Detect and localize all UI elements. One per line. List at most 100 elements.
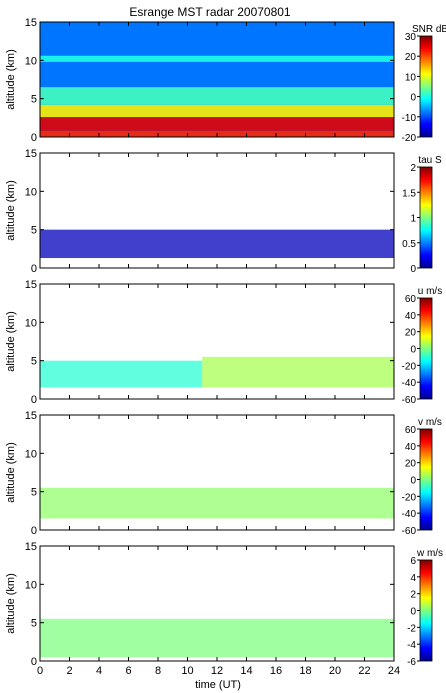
colorbar-label: tau S bbox=[418, 155, 442, 166]
colorbar-tick-label: 0 bbox=[410, 345, 416, 356]
heatmap-layer-1 bbox=[40, 618, 394, 658]
panel-2: 0 5 10 15 altitude (km) tau S 0 0.5 1 1.5 2 bbox=[5, 148, 442, 275]
colorbar-tick-label: 30 bbox=[405, 32, 417, 43]
x-tick-label: 2 bbox=[66, 665, 72, 677]
heatmap-layer-5 bbox=[40, 55, 394, 62]
colorbar bbox=[419, 166, 433, 269]
colorbar-tick-label: 40 bbox=[405, 311, 417, 322]
colorbar-tick-label: 20 bbox=[405, 328, 417, 339]
colorbar-tick-label: -20 bbox=[402, 492, 417, 503]
colorbar-tick-label: -4 bbox=[407, 640, 416, 651]
colorbar-tick-label: 10 bbox=[405, 72, 417, 83]
colorbar-tick-label: 4 bbox=[410, 573, 416, 584]
colorbar-tick-label: 0 bbox=[410, 264, 416, 275]
panel-1-data bbox=[40, 22, 394, 137]
x-tick-label: 10 bbox=[181, 665, 193, 677]
y-tick-label: 15 bbox=[25, 17, 37, 29]
heatmap-layer-2 bbox=[202, 356, 394, 388]
x-tick-label: 20 bbox=[329, 665, 341, 677]
y-tick-label: 15 bbox=[25, 279, 37, 291]
colorbar-tick-label: 2 bbox=[410, 163, 416, 174]
colorbar-tick-label: -40 bbox=[402, 378, 417, 389]
y-tick-label: 0 bbox=[31, 394, 37, 406]
y-tick-label: 15 bbox=[25, 410, 37, 422]
y-axis-label: altitude (km) bbox=[5, 311, 17, 372]
colorbar-tick-label: -20 bbox=[402, 133, 417, 144]
colorbar-tick-label: 1 bbox=[410, 214, 416, 225]
y-tick-label: 15 bbox=[25, 148, 37, 160]
colorbar-label: w m/s bbox=[416, 548, 443, 559]
y-tick-label: 10 bbox=[25, 55, 37, 67]
colorbar-tick-label: -40 bbox=[402, 509, 417, 520]
colorbar-tick-label: -2 bbox=[407, 623, 416, 634]
x-tick-label: 24 bbox=[388, 665, 400, 677]
x-tick-label: 22 bbox=[358, 665, 370, 677]
y-tick-label: 10 bbox=[25, 186, 37, 198]
x-tick-label: 18 bbox=[299, 665, 311, 677]
heatmap-layer-4 bbox=[40, 87, 394, 105]
colorbar-tick-label: -6 bbox=[407, 657, 416, 668]
colorbar bbox=[419, 35, 433, 138]
colorbar-tick-label: 60 bbox=[405, 425, 417, 436]
colorbar bbox=[419, 428, 433, 531]
panel-3-data bbox=[40, 356, 394, 388]
y-tick-label: 0 bbox=[31, 263, 37, 275]
colorbar-tick-label: 20 bbox=[405, 459, 417, 470]
x-tick-label: 4 bbox=[96, 665, 102, 677]
heatmap-layer-1 bbox=[40, 487, 394, 519]
colorbar-tick-label: 0 bbox=[410, 476, 416, 487]
y-tick-label: 5 bbox=[31, 94, 37, 106]
x-tick-label: 14 bbox=[240, 665, 252, 677]
colorbar-tick-label: -60 bbox=[402, 395, 417, 406]
y-tick-label: 0 bbox=[31, 132, 37, 144]
y-axis-label: altitude (km) bbox=[5, 180, 17, 241]
y-tick-label: 0 bbox=[31, 525, 37, 537]
colorbar bbox=[419, 559, 433, 662]
heatmap-layer-3 bbox=[40, 104, 394, 118]
colorbar-tick-label: -60 bbox=[402, 526, 417, 537]
colorbar-tick-label: 0.5 bbox=[402, 239, 416, 250]
panel-1: 0 5 10 15 altitude (km) SNR dB -20 -10 0 10 20 30 bbox=[5, 17, 446, 144]
colorbar-tick-label: -20 bbox=[402, 361, 417, 372]
y-tick-label: 10 bbox=[25, 448, 37, 460]
colorbar-tick-label: 0 bbox=[410, 93, 416, 104]
colorbar-tick-label: 40 bbox=[405, 442, 417, 453]
y-tick-label: 5 bbox=[31, 356, 37, 368]
x-axis-label: time (UT) bbox=[195, 679, 241, 691]
y-axis-label: altitude (km) bbox=[5, 442, 17, 503]
x-tick-label: 8 bbox=[155, 665, 161, 677]
y-tick-label: 5 bbox=[31, 225, 37, 237]
y-tick-label: 5 bbox=[31, 487, 37, 499]
y-tick-label: 10 bbox=[25, 579, 37, 591]
colorbar-tick-label: 0 bbox=[410, 607, 416, 618]
colorbar-label: v m/s bbox=[418, 417, 442, 428]
heatmap-layer-2 bbox=[40, 117, 394, 131]
y-axis-label: altitude (km) bbox=[5, 49, 17, 110]
heatmap-layer-1 bbox=[40, 229, 394, 259]
x-tick-label: 6 bbox=[125, 665, 131, 677]
heatmap-layer-1 bbox=[40, 360, 203, 388]
panel-4-data bbox=[40, 487, 394, 519]
y-tick-label: 5 bbox=[31, 618, 37, 630]
x-tick-label: 16 bbox=[270, 665, 282, 677]
x-tick-label: 12 bbox=[211, 665, 223, 677]
y-tick-label: 15 bbox=[25, 541, 37, 553]
y-tick-label: 10 bbox=[25, 317, 37, 329]
panel-5-data bbox=[40, 618, 394, 658]
x-tick-label: 0 bbox=[37, 665, 43, 677]
panel-3: 0 5 10 15 altitude (km) u m/s -60 -40 -20 0 20 40 60 bbox=[5, 279, 442, 406]
panel-4: 0 5 10 15 altitude (km) v m/s -60 -40 -20 0 20 40 60 bbox=[5, 410, 442, 537]
y-axis-label: altitude (km) bbox=[5, 573, 17, 634]
colorbar-tick-label: -10 bbox=[402, 113, 417, 124]
colorbar-tick-label: 2 bbox=[410, 590, 416, 601]
colorbar-tick-label: 60 bbox=[405, 294, 417, 305]
colorbar bbox=[419, 297, 433, 400]
colorbar-label: SNR dB bbox=[412, 24, 446, 35]
colorbar-label: u m/s bbox=[418, 286, 442, 297]
colorbar-tick-label: 20 bbox=[405, 52, 417, 63]
figure-title: Esrange MST radar 20070801 bbox=[129, 5, 291, 19]
colorbar-tick-label: 1.5 bbox=[402, 188, 416, 199]
